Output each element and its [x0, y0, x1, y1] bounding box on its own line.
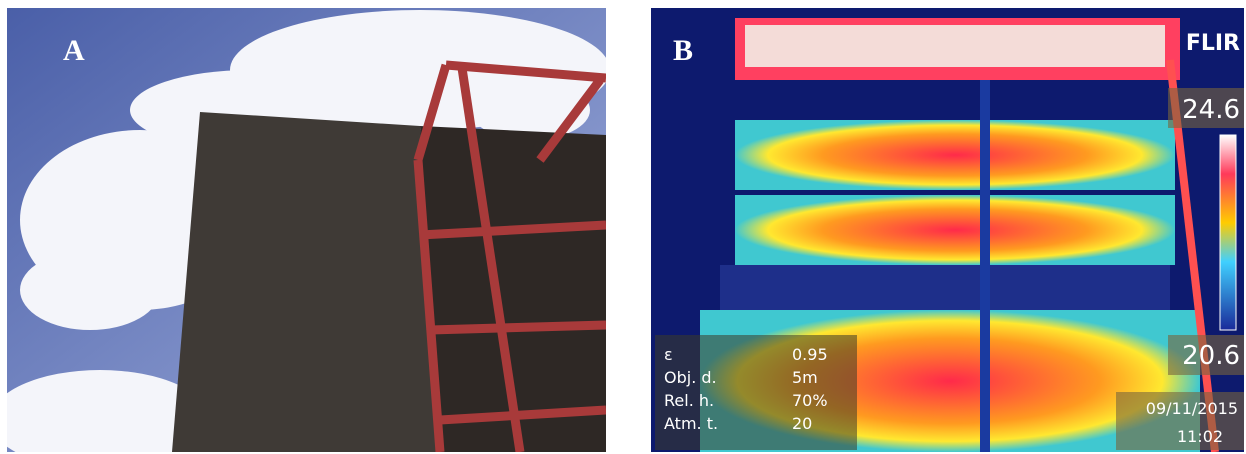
heat-band: [735, 120, 1175, 190]
time: 11:02: [1177, 427, 1223, 446]
scale-min: 20.6: [1182, 341, 1240, 371]
scale-max: 24.6: [1182, 95, 1240, 125]
param-name: Atm. t.: [664, 414, 718, 433]
photo-panel: A: [0, 8, 610, 454]
panel-label: A: [63, 34, 85, 67]
param-value: 20: [792, 414, 812, 433]
logo: FLIR: [1186, 31, 1240, 56]
hot-core: [745, 25, 1165, 67]
date: 09/11/2015: [1146, 399, 1238, 418]
param-value: 0.95: [792, 345, 828, 364]
param-name: ε: [664, 345, 673, 364]
panel-label: B: [673, 34, 693, 67]
param-name: Obj. d.: [664, 368, 717, 387]
param-value: 70%: [792, 391, 828, 410]
param-value: 5m: [792, 368, 818, 387]
figure: A FLIR 24.6 20.6 ε 0.95 Obj. d. 5m Rel. h. 70…: [0, 0, 1246, 454]
cold-band: [720, 265, 1170, 310]
thermal-panel: FLIR 24.6 20.6 ε 0.95 Obj. d. 5m Rel. h. 70% A…: [651, 8, 1244, 452]
color-scale: [1220, 135, 1236, 330]
heat-band: [735, 195, 1175, 265]
param-name: Rel. h.: [664, 391, 714, 410]
building: [172, 112, 440, 452]
